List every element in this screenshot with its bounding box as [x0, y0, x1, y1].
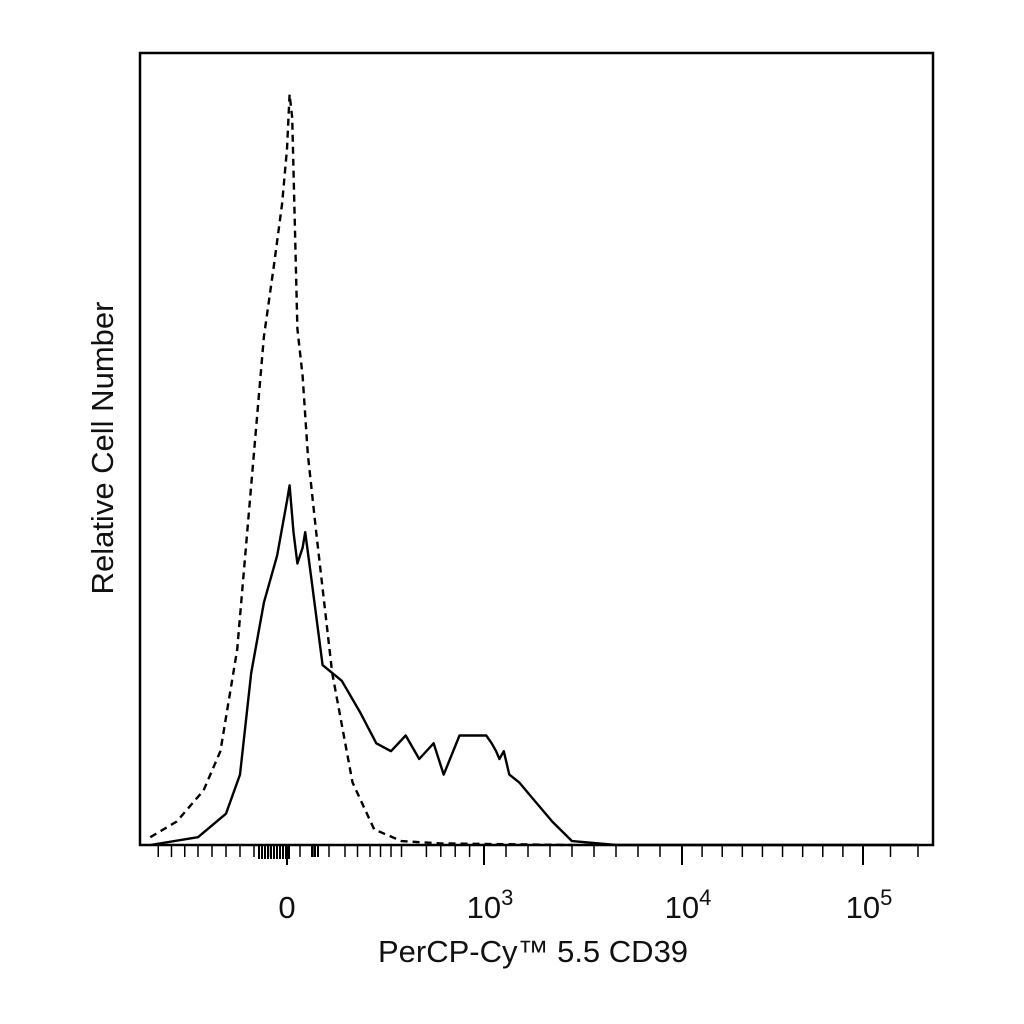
- histogram-series-solid: [150, 484, 918, 847]
- x-tick-label: 0: [278, 890, 295, 925]
- x-axis-label: PerCP-Cy™ 5.5 CD39: [378, 934, 688, 969]
- x-axis-major-ticks: [286, 845, 864, 865]
- x-axis-tick-labels: 0 103 104 105: [278, 885, 892, 925]
- x-tick-label: 103: [467, 885, 514, 925]
- x-tick-label: 105: [846, 885, 893, 925]
- histogram-series: [149, 93, 918, 847]
- histogram-series-dashed: [149, 93, 573, 847]
- x-tick-label: 104: [665, 885, 712, 925]
- y-axis-label: Relative Cell Number: [85, 302, 120, 595]
